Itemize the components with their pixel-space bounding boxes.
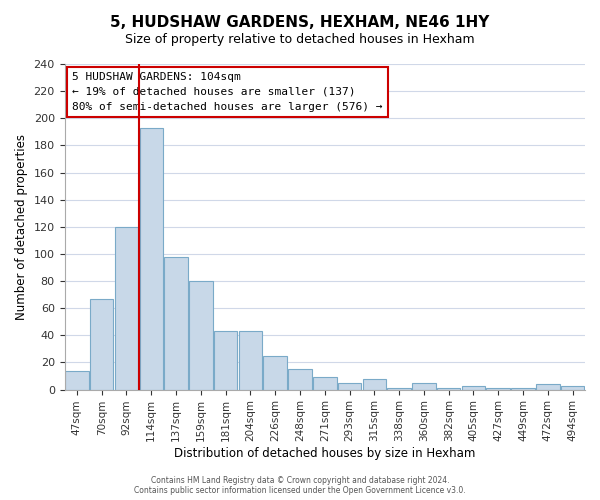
Bar (164, 256, 188, 390)
Bar (313, 378, 337, 390)
Text: Contains HM Land Registry data © Crown copyright and database right 2024.
Contai: Contains HM Land Registry data © Crown c… (134, 476, 466, 495)
Bar (412, 383, 436, 390)
Y-axis label: Number of detached properties: Number of detached properties (15, 134, 28, 320)
Bar (90, 298, 113, 390)
Text: 5, HUDSHAW GARDENS, HEXHAM, NE46 1HY: 5, HUDSHAW GARDENS, HEXHAM, NE46 1HY (110, 15, 490, 30)
Bar (487, 388, 510, 390)
Text: 5 HUDSHAW GARDENS: 104sqm
← 19% of detached houses are smaller (137)
80% of semi: 5 HUDSHAW GARDENS: 104sqm ← 19% of detac… (73, 72, 383, 112)
Bar (461, 386, 485, 390)
Bar (437, 388, 460, 390)
Bar (388, 388, 411, 390)
Text: Size of property relative to detached houses in Hexham: Size of property relative to detached ho… (125, 32, 475, 46)
Bar (115, 227, 138, 390)
Bar (140, 128, 163, 390)
Bar (189, 281, 212, 390)
Bar (536, 384, 560, 390)
Bar (239, 332, 262, 390)
Bar (362, 378, 386, 390)
Bar (561, 386, 584, 390)
Bar (338, 383, 361, 390)
Bar (65, 370, 89, 390)
Bar (511, 388, 535, 390)
Bar (288, 369, 312, 390)
Bar (214, 332, 238, 390)
Bar (263, 356, 287, 390)
X-axis label: Distribution of detached houses by size in Hexham: Distribution of detached houses by size … (174, 447, 475, 460)
